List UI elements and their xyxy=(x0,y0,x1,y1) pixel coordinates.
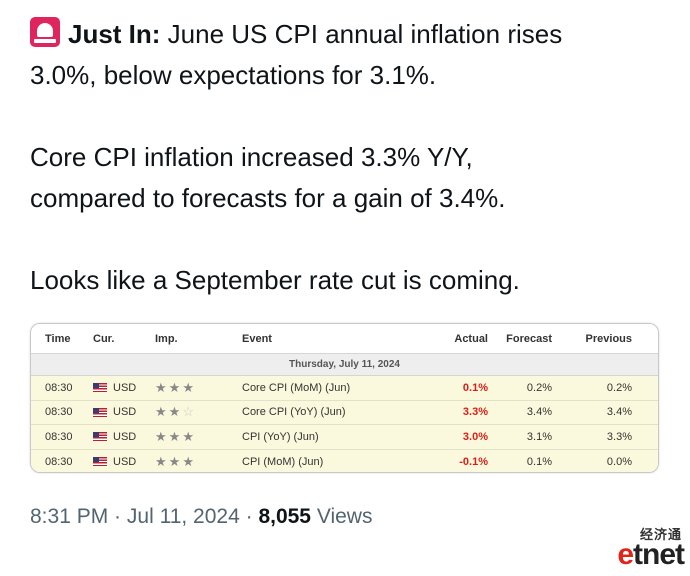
economic-calendar-image[interactable]: Time Cur. Imp. Event Actual Forecast Pre… xyxy=(30,323,659,473)
tweet-time-link[interactable]: 8:31 PM xyxy=(30,505,109,528)
tweet-date-link[interactable]: Jul 11, 2024 xyxy=(126,505,240,528)
star-icon: ★ xyxy=(168,379,183,395)
header-imp: Imp. xyxy=(155,332,178,345)
calendar-date-label: Thursday, July 11, 2024 xyxy=(31,354,658,376)
star-icon: ★ xyxy=(168,453,183,469)
calendar-header-row: Time Cur. Imp. Event Actual Forecast Pre… xyxy=(31,324,658,354)
tweet-line-3: Core CPI inflation increased 3.3% Y/Y, xyxy=(30,142,473,172)
row-event: Core CPI (YoY) (Jun) xyxy=(242,406,346,419)
meta-separator: · xyxy=(108,505,127,528)
row-currency: USD xyxy=(93,456,155,468)
tweet-meta: 8:31 PM · Jul 11, 2024 · 8,055 Views xyxy=(30,505,372,529)
table-row: 08:30 USD ★★★ CPI (MoM) (Jun) -0.1% 0.1%… xyxy=(31,449,658,472)
row-actual: -0.1% xyxy=(459,455,488,468)
tweet-line-5: Looks like a September rate cut is comin… xyxy=(30,265,520,295)
row-time: 08:30 xyxy=(45,455,73,468)
table-row: 08:30 USD ★★★ CPI (YoY) (Jun) 3.0% 3.1% … xyxy=(31,425,658,450)
tweet-headline-bold: Just In: xyxy=(68,19,161,49)
star-empty-icon: ☆ xyxy=(182,404,196,420)
header-event: Event xyxy=(242,332,272,345)
row-actual: 3.3% xyxy=(462,406,488,419)
tweet-line-1: Just In: June US CPI annual inflation ri… xyxy=(30,14,670,55)
siren-icon xyxy=(30,17,60,47)
us-flag-icon xyxy=(93,457,107,467)
row-forecast: 3.1% xyxy=(526,430,552,443)
table-row: 08:30 USD ★★★ Core CPI (MoM) (Jun) 0.1% … xyxy=(31,376,658,401)
currency-code: USD xyxy=(113,455,137,468)
row-event: Core CPI (MoM) (Jun) xyxy=(242,381,351,394)
row-previous: 0.2% xyxy=(606,381,632,394)
star-icon: ★ xyxy=(168,404,183,420)
importance-stars: ★★★ xyxy=(155,429,242,445)
row-event: CPI (MoM) (Jun) xyxy=(242,455,324,468)
row-currency: USD xyxy=(93,382,155,394)
header-cur: Cur. xyxy=(93,332,115,345)
currency-code: USD xyxy=(113,406,137,419)
us-flag-icon xyxy=(93,407,107,417)
row-forecast: 0.2% xyxy=(526,381,552,394)
etnet-logo: etnet xyxy=(617,538,685,571)
watermark-cn-text: 经济通 xyxy=(639,527,682,542)
row-forecast: 3.4% xyxy=(526,406,552,419)
row-previous: 3.3% xyxy=(606,430,632,443)
row-actual: 0.1% xyxy=(462,381,488,394)
views-label: Views xyxy=(311,505,373,528)
meta-separator: · xyxy=(239,505,259,528)
header-time: Time xyxy=(45,332,71,345)
row-forecast: 0.1% xyxy=(526,455,552,468)
header-previous: Previous xyxy=(585,332,632,345)
star-icon: ★ xyxy=(155,379,169,395)
row-event: CPI (YoY) (Jun) xyxy=(242,430,319,443)
table-row: 08:30 USD ★★☆ Core CPI (YoY) (Jun) 3.3% … xyxy=(31,400,658,425)
star-icon: ★ xyxy=(182,428,196,444)
star-icon: ★ xyxy=(155,404,169,420)
star-icon: ★ xyxy=(155,428,169,444)
row-previous: 0.0% xyxy=(606,455,632,468)
row-time: 08:30 xyxy=(45,430,73,443)
tweet-headline-rest: June US CPI annual inflation rises xyxy=(160,19,563,49)
star-icon: ★ xyxy=(168,428,183,444)
row-time: 08:30 xyxy=(45,381,73,394)
importance-stars: ★★☆ xyxy=(155,404,242,420)
row-previous: 3.4% xyxy=(606,406,632,419)
currency-code: USD xyxy=(113,381,137,394)
star-icon: ★ xyxy=(182,453,196,469)
header-actual: Actual xyxy=(454,332,488,345)
star-icon: ★ xyxy=(182,379,196,395)
etnet-watermark: 经济通 etnet xyxy=(594,524,685,572)
us-flag-icon xyxy=(93,383,107,393)
row-currency: USD xyxy=(93,406,155,418)
header-forecast: Forecast xyxy=(506,332,552,345)
row-time: 08:30 xyxy=(45,406,73,419)
currency-code: USD xyxy=(113,430,137,443)
row-currency: USD xyxy=(93,431,155,443)
importance-stars: ★★★ xyxy=(155,454,242,470)
views-count[interactable]: 8,055 xyxy=(258,505,311,528)
tweet-body: Just In: June US CPI annual inflation ri… xyxy=(30,14,670,301)
row-actual: 3.0% xyxy=(462,430,488,443)
star-icon: ★ xyxy=(155,453,169,469)
us-flag-icon xyxy=(93,432,107,442)
tweet-line-4: compared to forecasts for a gain of 3.4%… xyxy=(30,183,506,213)
tweet-line-2: 3.0%, below expectations for 3.1%. xyxy=(30,60,437,90)
importance-stars: ★★★ xyxy=(155,380,242,396)
